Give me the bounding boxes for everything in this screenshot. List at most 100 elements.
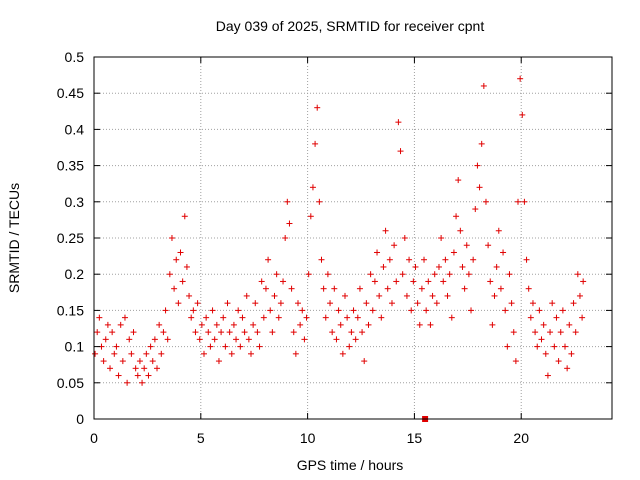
data-point (376, 292, 383, 299)
data-point (196, 336, 203, 343)
data-point (500, 249, 507, 256)
data-point (337, 321, 344, 328)
data-point (181, 213, 188, 220)
data-point (339, 350, 346, 357)
data-point (96, 314, 103, 321)
data-point (260, 314, 267, 321)
data-point (104, 321, 111, 328)
data-point (292, 350, 299, 357)
data-point (493, 263, 500, 270)
data-point (277, 300, 284, 307)
data-point (465, 271, 472, 278)
data-point (410, 278, 417, 285)
data-point (412, 263, 419, 270)
data-point (215, 358, 222, 365)
y-tick-label: 0.4 (65, 121, 85, 137)
data-point (510, 329, 517, 336)
data-point (485, 242, 492, 249)
data-point (403, 292, 410, 299)
data-point (294, 300, 301, 307)
data-point (367, 271, 374, 278)
data-point (414, 300, 421, 307)
data-point (538, 336, 545, 343)
data-point (350, 307, 357, 314)
data-point (547, 329, 554, 336)
data-point (391, 242, 398, 249)
data-point (459, 263, 466, 270)
data-point (250, 321, 257, 328)
data-point (228, 350, 235, 357)
data-point (102, 336, 109, 343)
data-point (416, 321, 423, 328)
x-tick-label: 10 (300, 430, 316, 446)
data-point (346, 343, 353, 350)
data-point (209, 307, 216, 314)
data-point (143, 350, 150, 357)
data-point (273, 271, 280, 278)
data-point (243, 292, 250, 299)
data-point (183, 263, 190, 270)
data-point (288, 285, 295, 292)
data-point (235, 307, 242, 314)
data-point (173, 256, 180, 263)
data-point (365, 321, 372, 328)
data-point (431, 271, 438, 278)
data-point (553, 314, 560, 321)
data-point (245, 336, 252, 343)
data-point (497, 285, 504, 292)
data-point (388, 300, 395, 307)
data-point (440, 278, 447, 285)
data-point (179, 278, 186, 285)
data-point (421, 256, 428, 263)
data-point (487, 278, 494, 285)
data-point (495, 227, 502, 234)
data-point (525, 285, 532, 292)
data-point (145, 372, 152, 379)
data-point (359, 329, 366, 336)
data-point (211, 336, 218, 343)
y-tick-label: 0.35 (57, 158, 84, 174)
data-point (166, 271, 173, 278)
data-point (574, 271, 581, 278)
data-point (532, 329, 539, 336)
data-point (307, 213, 314, 220)
data-point (476, 184, 483, 191)
data-point (542, 350, 549, 357)
data-point (269, 329, 276, 336)
data-point (559, 307, 566, 314)
data-point (301, 336, 308, 343)
data-point (504, 343, 511, 350)
data-point (305, 271, 312, 278)
data-point (254, 329, 261, 336)
chart-title: Day 039 of 2025, SRMTID for receiver cpn… (216, 18, 485, 34)
data-point (544, 372, 551, 379)
data-point (408, 307, 415, 314)
data-point (188, 314, 195, 321)
data-point (478, 140, 485, 147)
data-point (384, 285, 391, 292)
data-point (374, 249, 381, 256)
data-point (134, 372, 141, 379)
data-point (256, 343, 263, 350)
axis-ticks: 0 0.05 0.1 0.15 0.2 0.25 0.3 0.35 0.4 0.45 0.5 0 5 10… (57, 49, 612, 446)
data-point (126, 336, 133, 343)
data-point (175, 300, 182, 307)
data-point (107, 365, 114, 372)
data-point (136, 358, 143, 365)
x-tick-label: 15 (407, 430, 423, 446)
data-point (205, 329, 212, 336)
data-point (284, 198, 291, 205)
data-point (335, 307, 342, 314)
data-point (455, 177, 462, 184)
data-point (171, 285, 178, 292)
data-point (309, 184, 316, 191)
data-point (312, 140, 319, 147)
data-point (397, 148, 404, 155)
y-axis-title: SRMTID / TECUs (6, 183, 22, 293)
data-point (168, 235, 175, 241)
data-point (386, 256, 393, 263)
data-point (186, 292, 193, 299)
data-point (371, 278, 378, 285)
data-point (322, 314, 329, 321)
